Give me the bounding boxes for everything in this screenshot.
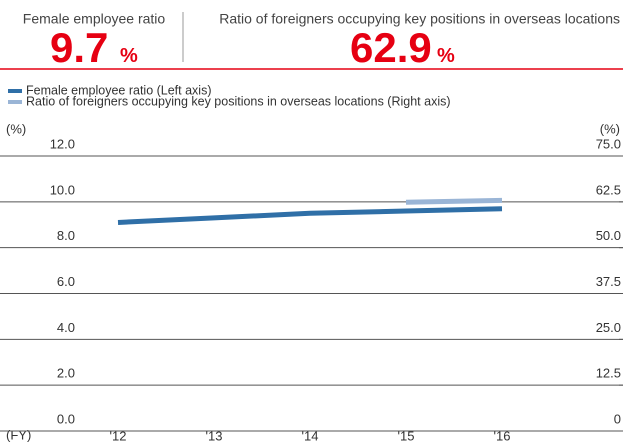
kpi-unit: %: [437, 45, 455, 67]
series-line: [405, 197, 503, 205]
legend-label: Female employee ratio (Left axis): [26, 83, 212, 97]
y2-tick-label: 37.5: [596, 274, 621, 289]
legend-swatch: [8, 100, 22, 104]
x-axis-label: (FY): [6, 427, 31, 442]
y-tick-label: 12.0: [50, 136, 75, 151]
kpi-unit: %: [120, 45, 138, 67]
y-tick-label: 10.0: [50, 182, 75, 197]
y2-tick-label: 62.5: [596, 182, 621, 197]
y2-tick-label: 25.0: [596, 320, 621, 335]
x-tick-label: '16: [494, 428, 511, 443]
y2-tick-label: 12.5: [596, 366, 621, 381]
legend-swatch: [8, 89, 22, 93]
y2-tick-label: 0: [614, 411, 621, 426]
y-tick-label: 8.0: [57, 228, 75, 243]
y-axis-label: (%): [6, 121, 26, 136]
y-tick-label: 2.0: [57, 366, 75, 381]
x-tick-label: '14: [302, 428, 319, 443]
kpi-label: Ratio of foreigners occupying key positi…: [219, 11, 620, 27]
kpi-label: Female employee ratio: [23, 11, 166, 27]
y2-tick-label: 50.0: [596, 228, 621, 243]
y-tick-label: 6.0: [57, 274, 75, 289]
y2-axis-label: (%): [600, 121, 620, 136]
x-tick-label: '15: [398, 428, 415, 443]
x-tick-label: '13: [206, 428, 223, 443]
y-tick-label: 4.0: [57, 320, 75, 335]
legend-label: Ratio of foreigners occupying key positi…: [26, 94, 451, 108]
y2-tick-label: 75.0: [596, 136, 621, 151]
series-line: [117, 206, 503, 225]
kpi-value: 62.9: [350, 24, 432, 71]
kpi-value: 9.7: [50, 24, 108, 71]
x-tick-label: '12: [110, 428, 127, 443]
y-tick-label: 0.0: [57, 411, 75, 426]
